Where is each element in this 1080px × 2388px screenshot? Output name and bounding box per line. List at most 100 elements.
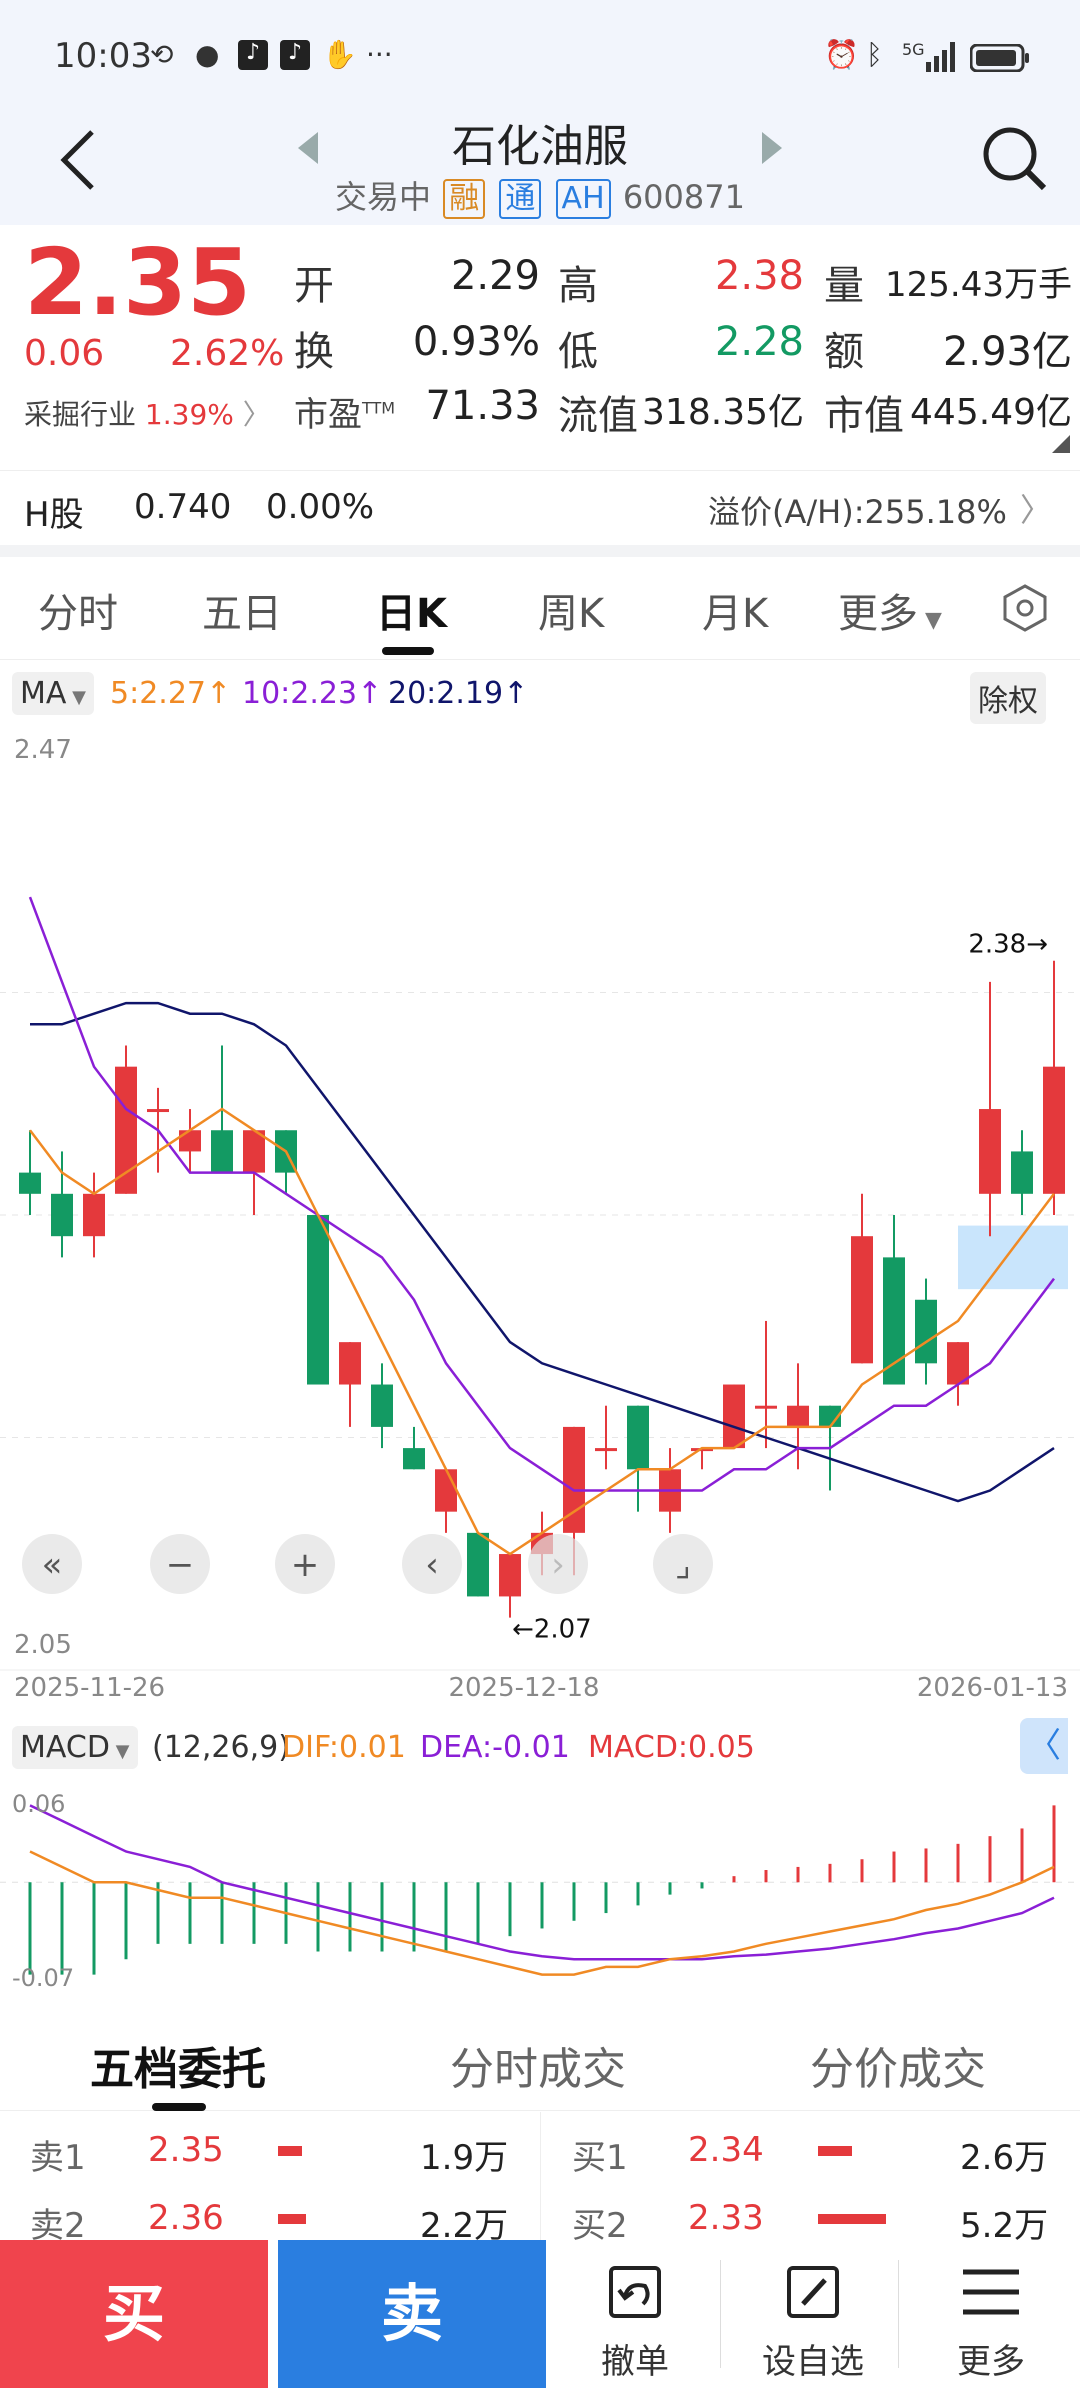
turnover-value: 0.93% xyxy=(412,319,540,365)
bid2-volume: 5.2万 xyxy=(960,2206,1049,2246)
low-label: 低 xyxy=(558,329,598,375)
zoom-in-icon[interactable]: + xyxy=(275,1534,335,1594)
search-icon[interactable] xyxy=(980,124,1050,194)
more-button[interactable]: 更多 xyxy=(906,2240,1076,2388)
dif-line xyxy=(29,1850,1055,1976)
sell-button[interactable]: 卖 xyxy=(278,2240,546,2388)
candle-body xyxy=(1043,1066,1065,1194)
candle-body xyxy=(307,1215,329,1385)
network-type: 5G xyxy=(902,40,925,59)
x-label: 2026-01-13 xyxy=(917,1673,1068,1703)
stock-name: 石化油服 xyxy=(452,121,628,172)
candle-body xyxy=(19,1172,41,1194)
candle-body xyxy=(915,1299,937,1364)
ma-selector[interactable]: MA ▼ xyxy=(12,672,94,715)
tab-weekly-k[interactable]: 周K xyxy=(538,591,605,637)
candle-body xyxy=(499,1554,521,1597)
svg-text:‹: ‹ xyxy=(425,1545,439,1585)
candle-body xyxy=(1011,1151,1033,1194)
adjust-button[interactable]: 除权 xyxy=(970,672,1046,724)
industry-link[interactable]: 采掘行业 1.39% 〉 xyxy=(24,393,271,433)
alarm-icon: ⏰ xyxy=(824,38,859,71)
h-share-row[interactable]: H股 0.740 0.00% 溢价(A/H):255.18% 〉 xyxy=(0,470,1080,541)
candlestick-chart[interactable]: 2.47 2.05 2.38→ ←2.07 2025-11-26 2025-12-18 20… xyxy=(0,730,1080,1716)
candle-body xyxy=(51,1193,73,1237)
more-label: 更多 xyxy=(957,2342,1025,2382)
add-watchlist-label: 设自选 xyxy=(762,2342,864,2382)
divider xyxy=(898,2260,899,2368)
next-stock-icon[interactable] xyxy=(760,132,782,164)
industry-name: 采掘行业 xyxy=(24,398,137,431)
status-time: 10:03 xyxy=(54,36,152,76)
buy-button[interactable]: 买 xyxy=(0,2240,268,2388)
macd-params: (12,26,9) xyxy=(152,1730,290,1765)
bid2-bar xyxy=(818,2214,886,2224)
back-icon[interactable] xyxy=(58,128,98,192)
macd-legend: MACD ▼ (12,26,9) DIF:0.01 DEA:-0.01 MACD… xyxy=(0,1718,1080,1774)
mcap-label: 市值 xyxy=(824,393,904,439)
add-watchlist-button[interactable]: 设自选 xyxy=(728,2240,898,2388)
hand-icon: ✋ xyxy=(322,38,357,71)
link-icon: ⟲ xyxy=(150,38,174,71)
ma20-line xyxy=(30,1001,1055,1503)
settings-hex-icon[interactable] xyxy=(1000,583,1050,633)
tab-price-trades[interactable]: 分价成交 xyxy=(810,2044,986,2095)
candle-body xyxy=(211,1130,233,1173)
pe-label: 市盈TTM xyxy=(294,395,396,435)
low-value: 2.28 xyxy=(714,319,804,365)
tab-five-day[interactable]: 五日 xyxy=(202,591,282,637)
candle-body xyxy=(371,1384,393,1427)
ma5-value: 5:2.27↑ xyxy=(110,676,232,711)
candle-body xyxy=(883,1257,905,1385)
more-icon: ··· xyxy=(366,38,393,71)
double-left-icon[interactable]: « xyxy=(22,1534,82,1594)
undo-icon xyxy=(609,2266,661,2318)
float-value: 318.35亿 xyxy=(642,392,804,433)
max-price-label: 2.38→ xyxy=(968,930,1048,960)
dropdown-icon: ▼ xyxy=(918,608,942,633)
svg-text:⌟: ⌟ xyxy=(675,1545,691,1585)
connect-tag: 通 xyxy=(499,179,542,219)
candle-body xyxy=(339,1342,361,1385)
cancel-order-label: 撤单 xyxy=(601,2342,669,2382)
price-change: 0.06 xyxy=(24,333,105,374)
stock-header: 石化油服 交易中 融 通 AH 600871 xyxy=(0,110,1080,225)
h-share-price: 0.740 xyxy=(134,487,232,527)
status-bar: 10:03 ⟲ ● ♪ ♪ ✋ ··· ⏰ ᛒ 5G xyxy=(0,0,1080,110)
tab-tick-trades[interactable]: 分时成交 xyxy=(450,2044,626,2095)
macd-selector[interactable]: MACD ▼ xyxy=(12,1726,138,1769)
prev-icon[interactable]: ‹ xyxy=(402,1534,462,1594)
tab-intraday[interactable]: 分时 xyxy=(38,591,118,637)
volume-label: 量 xyxy=(824,263,864,309)
x-label: 2025-12-18 xyxy=(448,1673,599,1703)
ask2-volume: 2.2万 xyxy=(420,2206,509,2246)
y-max-label: 2.47 xyxy=(14,735,72,765)
collapse-panel-icon[interactable]: 〈 xyxy=(1020,1718,1068,1774)
divider xyxy=(720,2260,721,2368)
candle-body xyxy=(435,1469,457,1512)
pe-value: 71.33 xyxy=(425,383,540,429)
tab-order-book[interactable]: 五档委托 xyxy=(90,2044,266,2095)
tab-more[interactable]: 更多 ▼ xyxy=(838,591,942,637)
tab-daily-k[interactable]: 日K xyxy=(376,591,447,637)
highlight-zone xyxy=(958,1225,1068,1290)
dea-line xyxy=(29,1804,1055,1961)
ma10-line xyxy=(28,896,1055,1492)
expand-corner-icon[interactable] xyxy=(1052,435,1070,453)
prev-stock-icon[interactable] xyxy=(298,132,320,164)
h-share-pct: 0.00% xyxy=(266,487,375,527)
candle-body xyxy=(755,1405,777,1409)
tab-monthly-k[interactable]: 月K xyxy=(702,591,769,637)
current-price: 2.35 xyxy=(24,229,251,336)
bid1-bar xyxy=(818,2146,852,2156)
open-label: 开 xyxy=(294,263,334,309)
ah-tag: AH xyxy=(555,179,611,219)
svg-text:+: + xyxy=(291,1545,320,1585)
bid1-volume: 2.6万 xyxy=(960,2138,1049,2178)
active-tab-indicator xyxy=(152,2103,206,2111)
zoom-out-icon[interactable]: − xyxy=(150,1534,210,1594)
fullscreen-icon[interactable]: ⌟ xyxy=(653,1534,713,1594)
cancel-order-button[interactable]: 撤单 xyxy=(550,2240,720,2388)
next-icon[interactable]: › xyxy=(528,1534,588,1594)
h-share-label: H股 xyxy=(24,495,84,535)
